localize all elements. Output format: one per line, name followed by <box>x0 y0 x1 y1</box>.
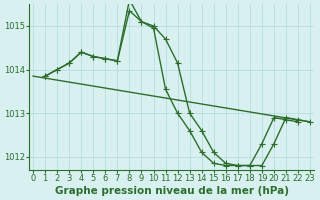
X-axis label: Graphe pression niveau de la mer (hPa): Graphe pression niveau de la mer (hPa) <box>55 186 289 196</box>
